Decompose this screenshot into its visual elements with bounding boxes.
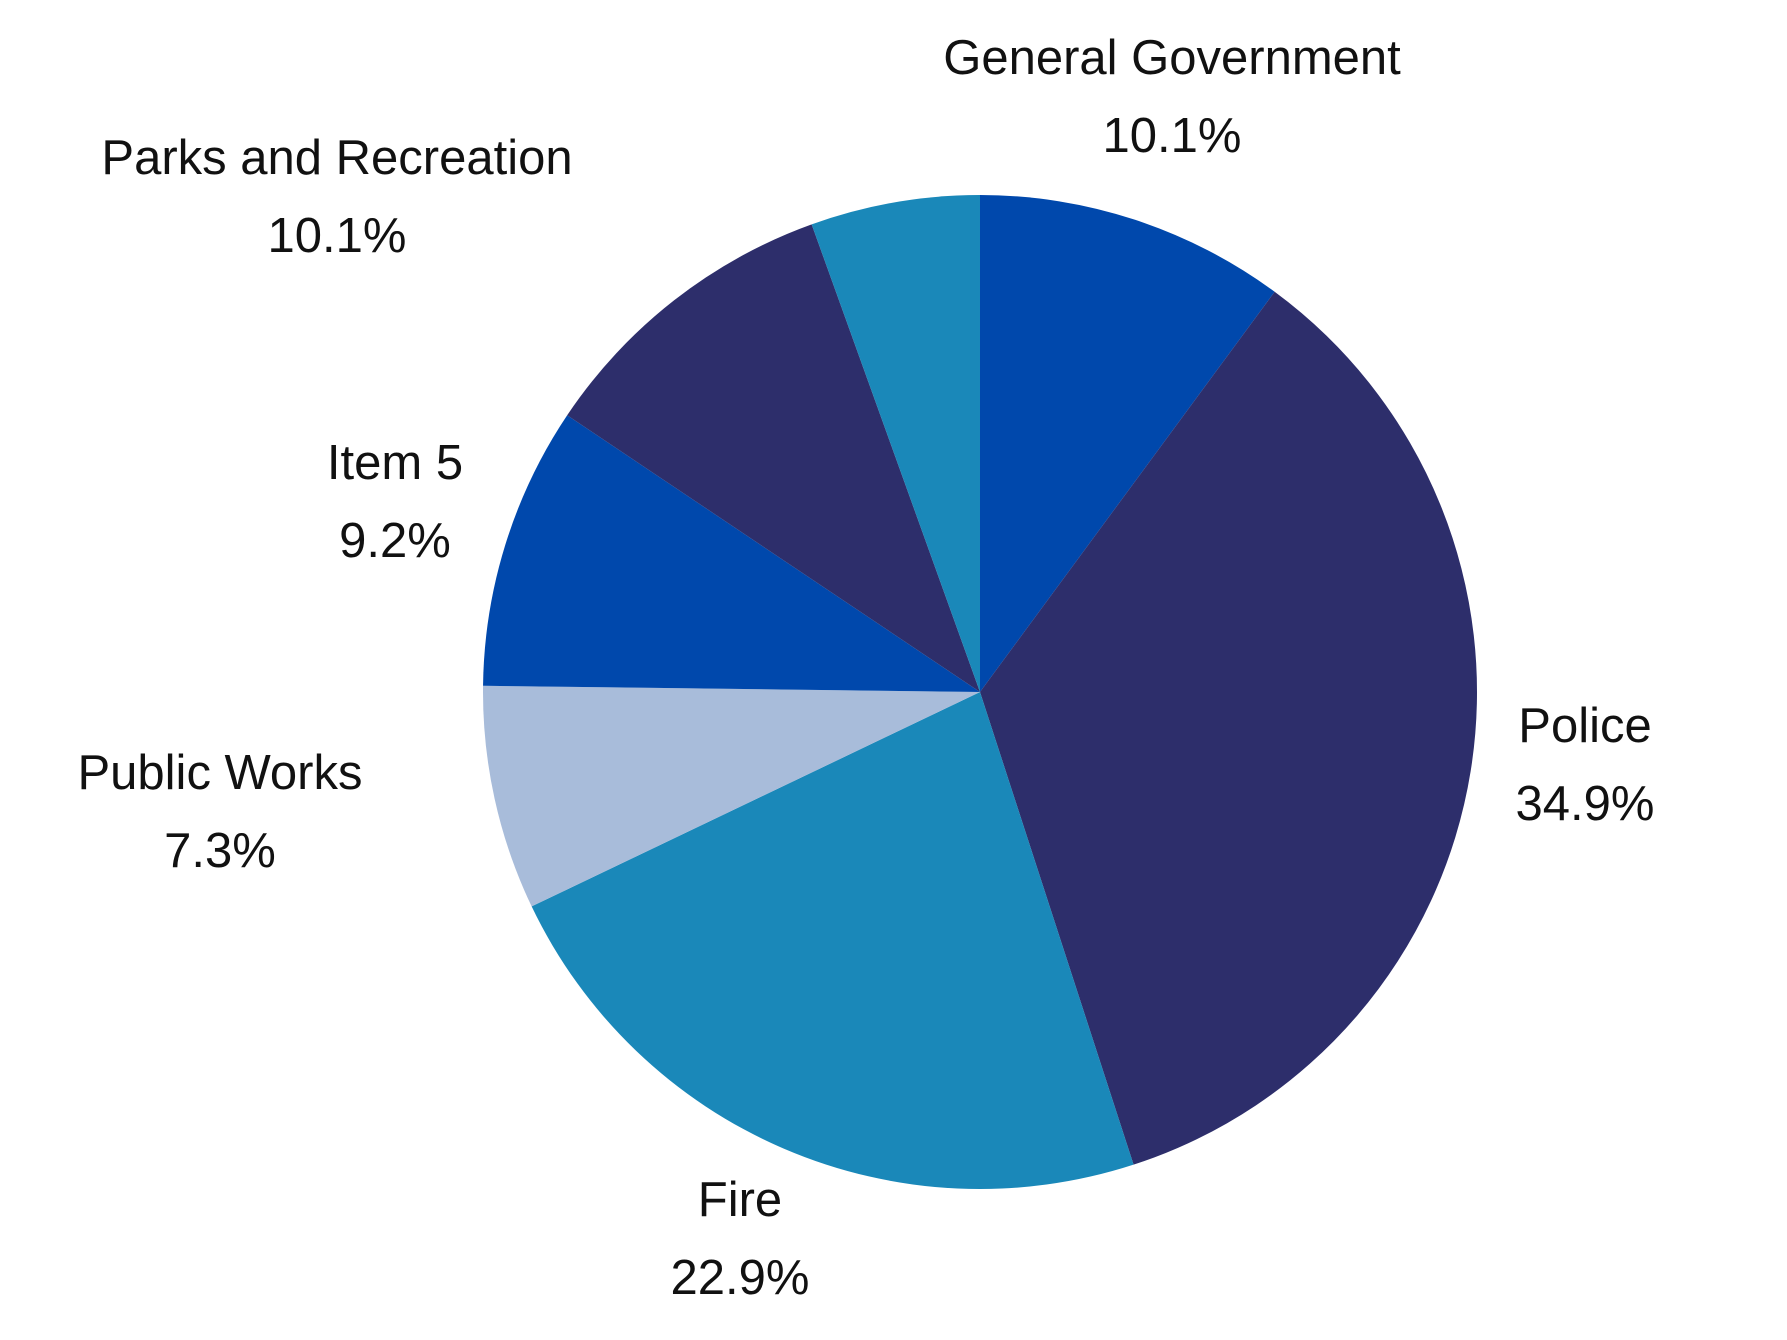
- slice-name-label: Police: [1518, 699, 1651, 753]
- pie-slice-police: [980, 291, 1478, 1165]
- slice-labels: General Government 10.1% Police 34.9% Fire 22…: [77, 31, 1654, 1305]
- pie-slice-public-works: [483, 685, 980, 907]
- pie-slice-general-government: [980, 195, 1275, 692]
- slice-value-label: 7.3%: [164, 824, 276, 878]
- slice-value-label: 10.1%: [1103, 109, 1242, 163]
- slice-value-label: 34.9%: [1516, 777, 1655, 831]
- pie-slice-item-5: [483, 415, 980, 692]
- slice-name-label: Fire: [698, 1173, 782, 1227]
- pie-slice-fire: [531, 692, 1134, 1190]
- pie-slices: [483, 195, 1478, 1190]
- slice-value-label: 10.1%: [268, 209, 407, 263]
- slice-value-label: 22.9%: [671, 1251, 810, 1305]
- pie-slice-unlabeled: [811, 195, 980, 692]
- slice-name-label: Public Works: [77, 746, 362, 800]
- slice-name-label: Parks and Recreation: [101, 131, 572, 185]
- slice-name-label: General Government: [943, 31, 1401, 85]
- slice-name-label: Item 5: [327, 436, 463, 490]
- pie-slice-parks-and-recreation: [567, 224, 980, 692]
- slice-value-label: 9.2%: [339, 514, 451, 568]
